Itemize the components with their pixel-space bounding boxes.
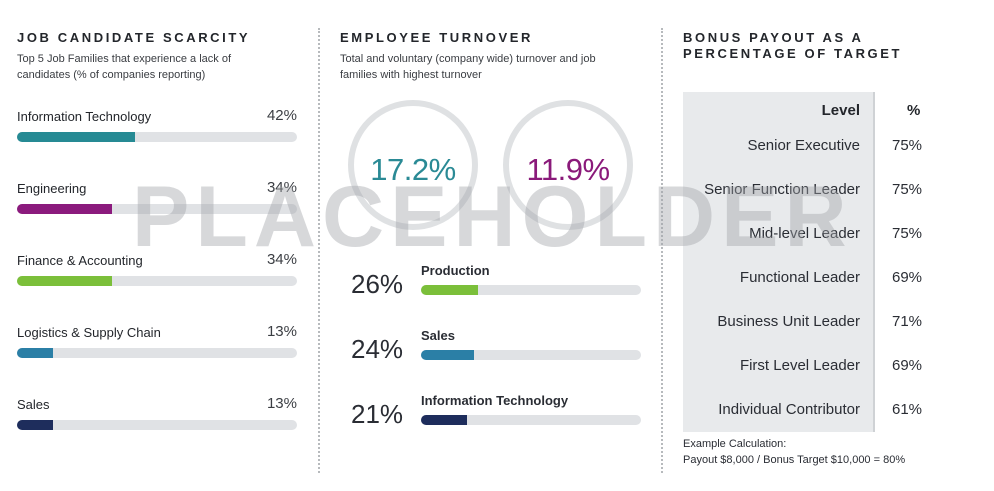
turnover-bar	[421, 415, 468, 425]
scarcity-bar	[17, 420, 54, 430]
scarcity-bar	[17, 132, 135, 142]
turnover-value-label: 21%	[351, 399, 404, 429]
scarcity-panel: JOB CANDIDATE SCARCITY Top 5 Job Familie…	[17, 0, 299, 491]
level-cell: First Level Leader	[739, 357, 860, 374]
scarcity-bar	[17, 276, 113, 286]
percent-cell: 75%	[892, 137, 923, 154]
example-calculation-note: Example Calculation: Payout $8,000 / Bon…	[683, 436, 905, 468]
scarcity-category-label: Engineering	[17, 181, 87, 196]
scarcity-bar-track	[17, 132, 297, 142]
turnover-value-label: 26%	[351, 269, 404, 299]
percent-cell: 69%	[892, 269, 923, 286]
percent-cell: 61%	[892, 401, 923, 418]
scarcity-value-label: 34%	[266, 179, 297, 196]
turnover-bar	[421, 285, 479, 295]
table-row: Senior Function Leader 75%	[683, 181, 978, 203]
turnover-row: 21% Information Technology	[340, 393, 642, 443]
scarcity-title: JOB CANDIDATE SCARCITY	[17, 30, 251, 45]
turnover-bar-track	[421, 285, 641, 295]
scarcity-row: Information Technology 42%	[17, 107, 297, 145]
scarcity-value-label: 13%	[266, 395, 297, 412]
scarcity-bar-track	[17, 420, 297, 430]
voluntary-turnover-value: 11.9%	[526, 152, 610, 187]
note-line-2: Payout $8,000 / Bonus Target $10,000 = 8…	[683, 454, 906, 466]
scarcity-value-label: 34%	[266, 251, 297, 268]
level-cell: Senior Function Leader	[704, 181, 860, 198]
turnover-category-label: Information Technology	[421, 393, 569, 408]
turnover-panel: EMPLOYEE TURNOVER Total and voluntary (c…	[340, 0, 642, 491]
table-row: First Level Leader 69%	[683, 357, 978, 379]
turnover-category-label: Production	[421, 263, 490, 278]
scarcity-row: Logistics & Supply Chain 13%	[17, 323, 297, 361]
bonus-table: Level % Senior Executive 75% Senior Functi…	[683, 92, 978, 432]
turnover-title: EMPLOYEE TURNOVER	[340, 30, 533, 45]
bonus-panel: BONUS PAYOUT AS A PERCENTAGE OF TARGET L…	[683, 0, 978, 491]
turnover-bar-track	[421, 415, 641, 425]
table-row: Business Unit Leader 71%	[683, 313, 978, 335]
percent-cell: 75%	[892, 225, 923, 242]
table-row: Functional Leader 69%	[683, 269, 978, 291]
percent-cell: 69%	[892, 357, 923, 374]
level-cell: Senior Executive	[747, 137, 860, 154]
scarcity-bar-track	[17, 276, 297, 286]
scarcity-row: Engineering 34%	[17, 179, 297, 217]
scarcity-bar	[17, 348, 54, 358]
scarcity-category-label: Information Technology	[17, 109, 152, 124]
percent-cell: 71%	[892, 313, 923, 330]
bonus-title: BONUS PAYOUT AS A PERCENTAGE OF TARGET	[683, 30, 903, 61]
level-cell: Individual Contributor	[718, 401, 860, 418]
percent-cell: 75%	[892, 181, 923, 198]
level-column-header: Level	[821, 102, 860, 119]
percent-column-header: %	[907, 102, 921, 119]
scarcity-value-label: 13%	[266, 323, 297, 340]
scarcity-category-label: Logistics & Supply Chain	[17, 325, 161, 340]
turnover-row: 26% Production	[340, 263, 642, 313]
column-separator	[873, 92, 875, 432]
divider-left	[318, 28, 320, 473]
scarcity-row: Sales 13%	[17, 395, 297, 433]
total-turnover-value: 17.2%	[370, 152, 456, 187]
turnover-category-label: Sales	[421, 328, 455, 343]
table-row: Mid-level Leader 75%	[683, 225, 978, 247]
scarcity-row: Finance & Accounting 34%	[17, 251, 297, 289]
scarcity-bar-track	[17, 204, 297, 214]
scarcity-category-label: Sales	[17, 397, 50, 412]
table-row: Individual Contributor 61%	[683, 401, 978, 423]
scarcity-subtitle: Top 5 Job Families that experience a lac…	[17, 53, 232, 81]
turnover-bar-track	[421, 350, 641, 360]
scarcity-bar	[17, 204, 113, 214]
turnover-value-label: 24%	[351, 334, 404, 364]
turnover-bar	[421, 350, 474, 360]
level-cell: Mid-level Leader	[749, 225, 860, 242]
turnover-subtitle: Total and voluntary (company wide) turno…	[340, 53, 596, 81]
level-cell: Functional Leader	[739, 269, 860, 286]
scarcity-value-label: 42%	[266, 107, 297, 124]
total-turnover-ring	[348, 100, 478, 230]
table-row: Senior Executive 75%	[683, 137, 978, 159]
turnover-row: 24% Sales	[340, 328, 642, 378]
note-line-1: Example Calculation:	[683, 438, 787, 450]
level-cell: Business Unit Leader	[717, 313, 860, 330]
divider-right	[661, 28, 663, 473]
voluntary-turnover-ring	[503, 100, 633, 230]
level-column-background	[683, 92, 873, 432]
scarcity-category-label: Finance & Accounting	[17, 253, 143, 268]
scarcity-bar-track	[17, 348, 297, 358]
